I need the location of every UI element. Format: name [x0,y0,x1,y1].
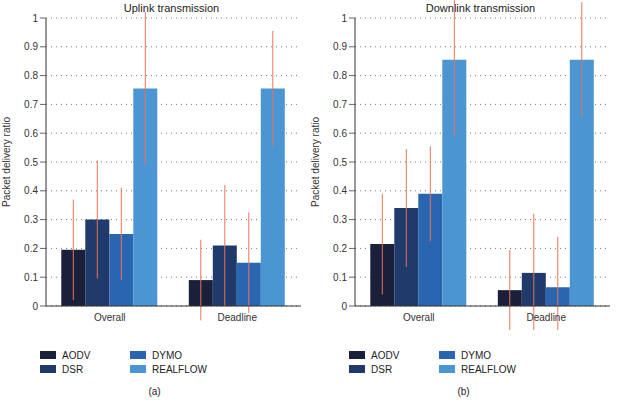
html-text:AODV: AODV [62,349,91,361]
html-text:AODV: AODV [371,349,400,361]
svg-text:0.1: 0.1 [24,272,38,283]
svg-text:0.9: 0.9 [24,41,38,52]
svg-text:1: 1 [341,13,347,24]
svg-text:0.8: 0.8 [24,70,38,81]
svg-text:0.6: 0.6 [333,128,347,139]
html-text:REALFLOW: REALFLOW [152,363,207,375]
svg-text:0.2: 0.2 [24,243,38,254]
html-text:DYMO: DYMO [461,349,491,361]
html-text:Uplink transmission: Uplink transmission [123,2,220,14]
svg-text:0.6: 0.6 [24,128,38,139]
svg-text:0.4: 0.4 [24,185,38,196]
html-text:(a): (a) [148,386,161,397]
svg-text:0: 0 [341,301,347,312]
svg-text:0.7: 0.7 [24,99,38,110]
html-text:DSR: DSR [62,363,84,375]
svg-text:Packet delivery ratio: Packet delivery ratio [310,117,321,207]
svg-text:Overall: Overall [403,312,435,323]
svg-text:0.8: 0.8 [333,70,347,81]
html-text:(b): (b) [457,386,470,397]
svg-text:0.9: 0.9 [333,41,347,52]
svg-text:0.4: 0.4 [333,185,347,196]
svg-text:0.7: 0.7 [333,99,347,110]
svg-text:0.3: 0.3 [333,214,347,225]
svg-text:1: 1 [32,13,38,24]
svg-text:0: 0 [32,301,38,312]
svg-text:Deadline: Deadline [527,312,567,323]
html-text:DSR: DSR [371,363,393,375]
svg-text:Packet delivery ratio: Packet delivery ratio [8,117,12,207]
svg-text:0.3: 0.3 [24,214,38,225]
svg-text:Deadline: Deadline [218,312,258,323]
svg-text:0.5: 0.5 [333,157,347,168]
html-text:REALFLOW: REALFLOW [461,363,516,375]
html-text:Downlink transmission: Downlink transmission [425,2,536,14]
svg-text:0.2: 0.2 [333,243,347,254]
svg-text:Overall: Overall [94,312,126,323]
svg-text:0.5: 0.5 [24,157,38,168]
html-text:DYMO: DYMO [152,349,182,361]
svg-text:0.1: 0.1 [333,272,347,283]
